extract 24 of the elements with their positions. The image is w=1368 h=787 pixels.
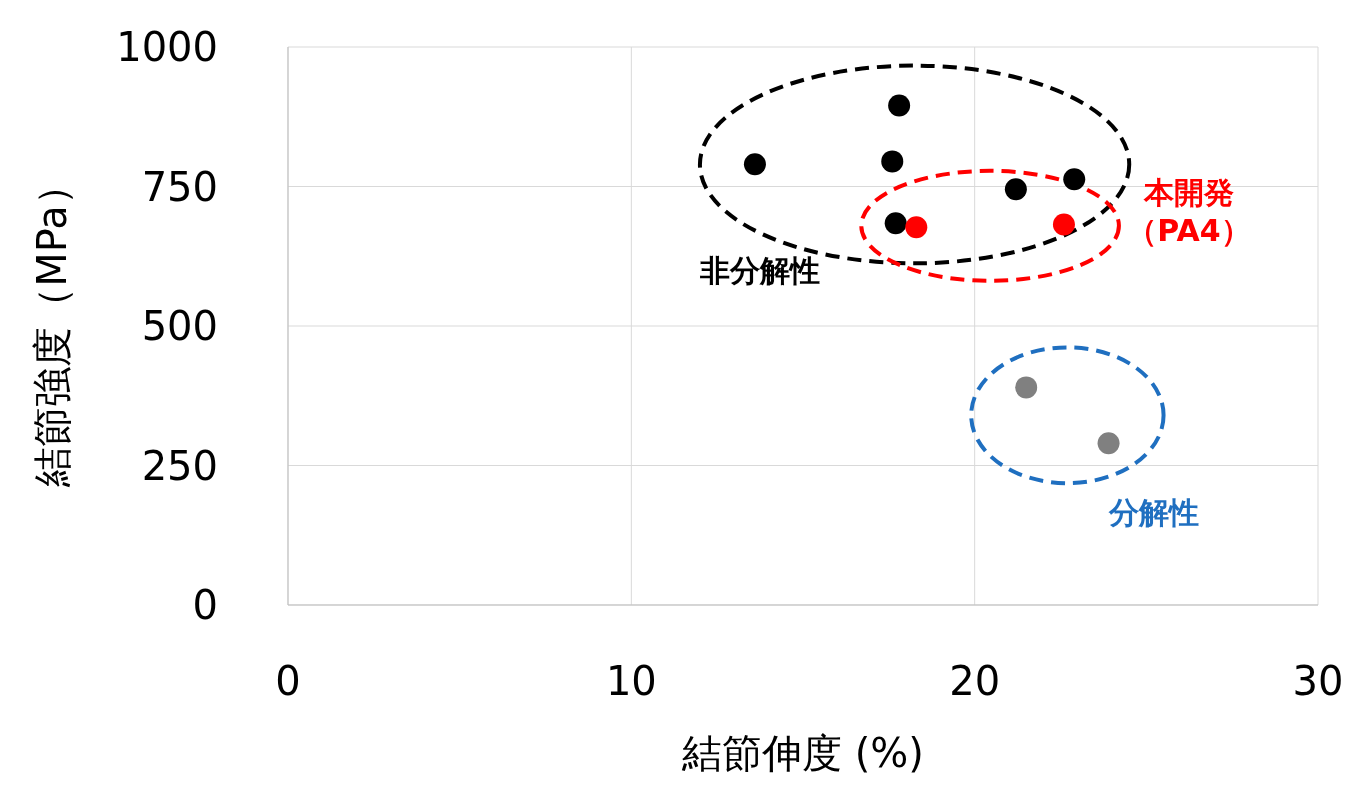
annotation: 本開発（PA4） [1127,174,1251,248]
y-axis-title: 結節強度（MPa） [29,165,75,488]
annotation: 非分解性 [698,253,820,289]
y-tick-label: 1000 [116,24,218,70]
point [884,212,907,235]
point [888,94,911,117]
y-tick-label: 250 [141,442,218,489]
point [881,150,904,173]
y-tick-label: 750 [141,163,218,210]
x-tick-label: 0 [275,658,301,704]
x-tick-label: 20 [949,658,1001,704]
x-tick-label: 30 [1292,658,1344,704]
point [1097,432,1120,455]
x-axis-title: 結節伸度 (%) [681,730,924,776]
annotation: 分解性 [1107,495,1199,531]
point [1004,178,1027,201]
x-tick-label: 10 [605,658,657,704]
point [1063,168,1086,191]
y-tick-label: 500 [141,303,218,349]
y-tick-label: 0 [192,582,218,628]
point [1052,213,1075,236]
point [905,216,928,239]
point [743,153,766,176]
point [1015,376,1038,399]
